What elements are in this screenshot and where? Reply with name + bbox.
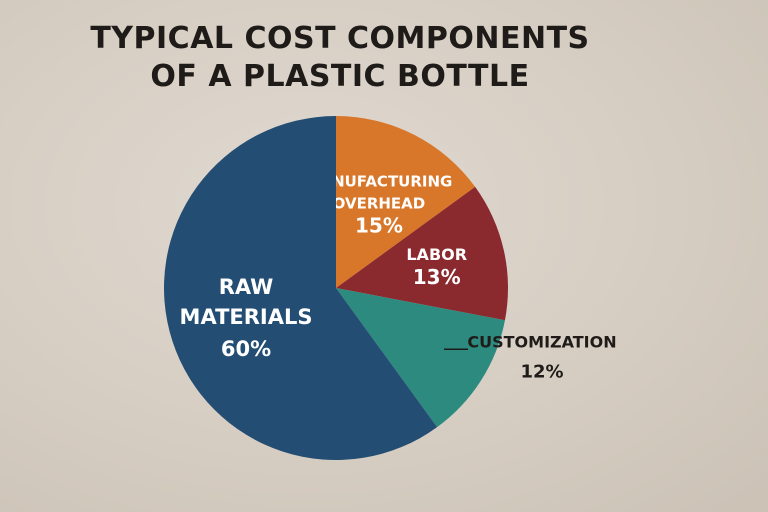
slice-value-labor: 13% — [413, 265, 461, 289]
slice-label-raw-materials-1: RAW — [219, 275, 274, 299]
slice-label-raw-materials-2: MATERIALS — [180, 305, 313, 329]
slice-label-manufacturing-overhead-1: MANUFACTURING — [306, 173, 453, 191]
slice-label-labor-1: LABOR — [406, 245, 467, 264]
slice-value-manufacturing-overhead: 15% — [355, 214, 403, 238]
slice-value-customization: 12% — [520, 361, 563, 382]
chart-title: TYPICAL COST COMPONENTS OF A PLASTIC BOT… — [60, 20, 620, 96]
slice-label-manufacturing-overhead-2: OVERHEAD — [333, 195, 426, 213]
slice-value-raw-materials: 60% — [221, 337, 271, 361]
pie-slice-customization — [336, 288, 505, 428]
slice-label-customization-1: CUSTOMIZATION — [467, 332, 616, 351]
pie-slice-manufacturing-overhead — [336, 116, 476, 288]
pie-slice-raw-materials — [163, 116, 438, 460]
pie-slice-labor — [336, 186, 508, 321]
chart-title-line-2: OF A PLASTIC BOTTLE — [150, 59, 530, 94]
chart-title-line-1: TYPICAL COST COMPONENTS — [90, 21, 590, 56]
